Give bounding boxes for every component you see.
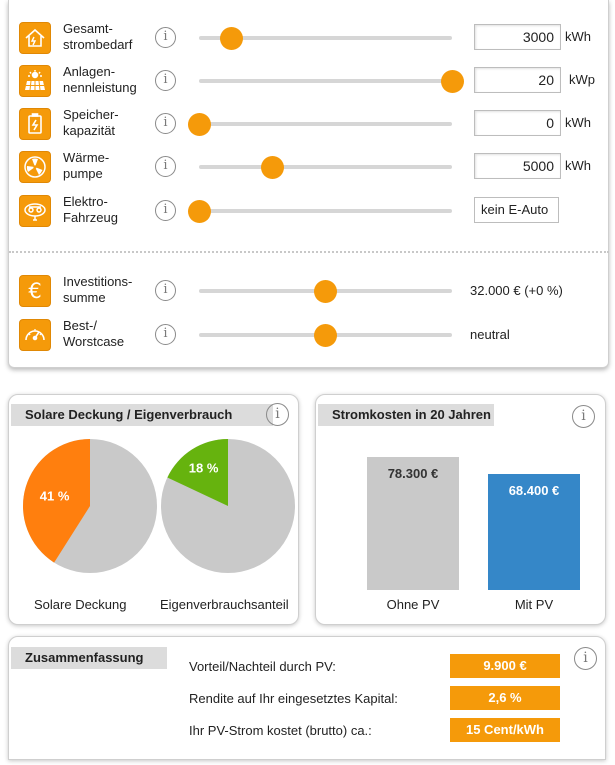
setting-label: Anlagen- nennleistung xyxy=(63,64,137,95)
bar-category-label: Ohne PV xyxy=(386,597,440,612)
setting-row-investment: € Investitions- summe i 32.000 € (+0 %) xyxy=(9,271,609,311)
summary-value: 9.900 € xyxy=(450,654,560,678)
bar-category-label: Mit PV xyxy=(514,597,554,612)
pie-slice xyxy=(23,439,91,563)
pie-caption: Solare Deckung xyxy=(34,597,127,612)
slider-handle[interactable] xyxy=(440,70,464,93)
investment-value: 32.000 € (+0 %) xyxy=(470,283,563,298)
slider-handle[interactable] xyxy=(187,200,211,223)
slider-handle[interactable] xyxy=(220,27,244,50)
unit-label: kWp xyxy=(569,72,595,87)
costs-panel: Stromkosten in 20 Jahren i 78.300 € Ohne … xyxy=(315,394,606,625)
setting-row-storage: Speicher- kapazität i 0 kWh xyxy=(9,104,609,144)
setting-row-system-size: Anlagen- nennleistung i 20 kWp xyxy=(9,61,609,101)
unit-label: kWh xyxy=(565,158,591,173)
bar: 68.400 € xyxy=(488,473,580,590)
battery-icon xyxy=(19,108,51,140)
summary-label: Ihr PV-Strom kostet (brutto) ca.: xyxy=(189,723,372,738)
slider-handle[interactable] xyxy=(314,280,337,303)
summary-row: Ihr PV-Strom kostet (brutto) ca.: 15 Cen… xyxy=(189,718,609,744)
setting-label: Gesamt- strombedarf xyxy=(63,21,133,52)
summary-panel: Zusammenfassung i Vorteil/Nachteil durch… xyxy=(8,636,606,760)
slider-handle[interactable] xyxy=(187,113,211,136)
info-icon[interactable]: i xyxy=(266,403,289,426)
bar-value-label: 78.300 € xyxy=(387,466,439,481)
info-icon[interactable]: i xyxy=(572,405,595,428)
scenario-slider[interactable] xyxy=(199,324,452,347)
summary-row: Rendite auf Ihr eingesetztes Kapital: 2,… xyxy=(189,686,609,712)
info-icon[interactable]: i xyxy=(155,280,176,301)
summary-value: 15 Cent/kWh xyxy=(450,718,560,742)
pie-charts: 41 % 18 % xyxy=(23,439,295,573)
heat-pump-slider[interactable] xyxy=(199,156,452,179)
system-size-input[interactable]: 20 xyxy=(474,67,561,93)
setting-label: Best-/ Worstcase xyxy=(63,318,125,349)
consumption-input[interactable]: 3000 xyxy=(474,24,561,50)
bar: 78.300 € xyxy=(367,457,459,590)
info-icon[interactable]: i xyxy=(155,27,176,48)
settings-card: Gesamt- strombedarf i 3000 kWh Anlagen- … xyxy=(8,0,609,368)
setting-label: Investitions- summe xyxy=(63,274,133,305)
setting-row-ev: Elektro- Fahrzeug i kein E-Auto xyxy=(9,191,609,231)
slider-handle[interactable] xyxy=(314,324,337,347)
panel-title: Stromkosten in 20 Jahren xyxy=(318,404,494,426)
pie-percent-label: 41 % xyxy=(40,489,70,504)
pie-slice xyxy=(167,439,228,506)
fan-icon xyxy=(19,151,51,183)
pie-percent-label: 18 % xyxy=(189,461,219,476)
info-icon[interactable]: i xyxy=(574,647,597,670)
gauge-icon xyxy=(19,319,51,351)
storage-input[interactable]: 0 xyxy=(474,110,561,136)
summary-label: Vorteil/Nachteil durch PV: xyxy=(189,659,336,674)
car-icon xyxy=(19,195,51,227)
setting-row-scenario: Best-/ Worstcase i neutral xyxy=(9,315,609,355)
solar-panel: Solare Deckung / Eigenverbrauch i 41 % 18… xyxy=(8,394,299,625)
divider xyxy=(9,251,609,253)
summary-label: Rendite auf Ihr eingesetztes Kapital: xyxy=(189,691,398,706)
setting-row-consumption: Gesamt- strombedarf i 3000 kWh xyxy=(9,18,609,58)
summary-row: Vorteil/Nachteil durch PV: 9.900 € xyxy=(189,654,609,680)
info-icon[interactable]: i xyxy=(155,156,176,177)
heat-pump-input[interactable]: 5000 xyxy=(474,153,561,179)
ev-slider[interactable] xyxy=(187,200,452,223)
panel-title: Zusammenfassung xyxy=(11,647,167,669)
pie-caption: Eigenverbrauchsanteil xyxy=(160,597,289,612)
info-icon[interactable]: i xyxy=(155,113,176,134)
scenario-value: neutral xyxy=(470,327,510,342)
ev-select[interactable]: kein E-Auto xyxy=(474,197,559,223)
slider-handle[interactable] xyxy=(260,156,284,179)
bar-value-label: 68.400 € xyxy=(508,482,560,498)
setting-label: Elektro- Fahrzeug xyxy=(63,194,118,225)
house-icon xyxy=(19,22,51,54)
info-icon[interactable]: i xyxy=(155,324,176,345)
info-icon[interactable]: i xyxy=(155,70,176,91)
euro-icon: € xyxy=(19,275,51,307)
setting-label: Wärme- pumpe xyxy=(63,150,110,181)
storage-slider[interactable] xyxy=(187,113,452,136)
panel-title: Solare Deckung / Eigenverbrauch xyxy=(11,404,273,426)
unit-label: kWh xyxy=(565,29,591,44)
setting-row-heat-pump: Wärme- pumpe i 5000 kWh xyxy=(9,147,609,187)
system-size-slider[interactable] xyxy=(199,70,464,93)
investment-slider[interactable] xyxy=(199,280,452,303)
unit-label: kWh xyxy=(565,115,591,130)
summary-value: 2,6 % xyxy=(450,686,560,710)
info-icon[interactable]: i xyxy=(155,200,176,221)
consumption-slider[interactable] xyxy=(199,27,452,50)
solar-panel-icon xyxy=(19,65,51,97)
setting-label: Speicher- kapazität xyxy=(63,107,119,138)
